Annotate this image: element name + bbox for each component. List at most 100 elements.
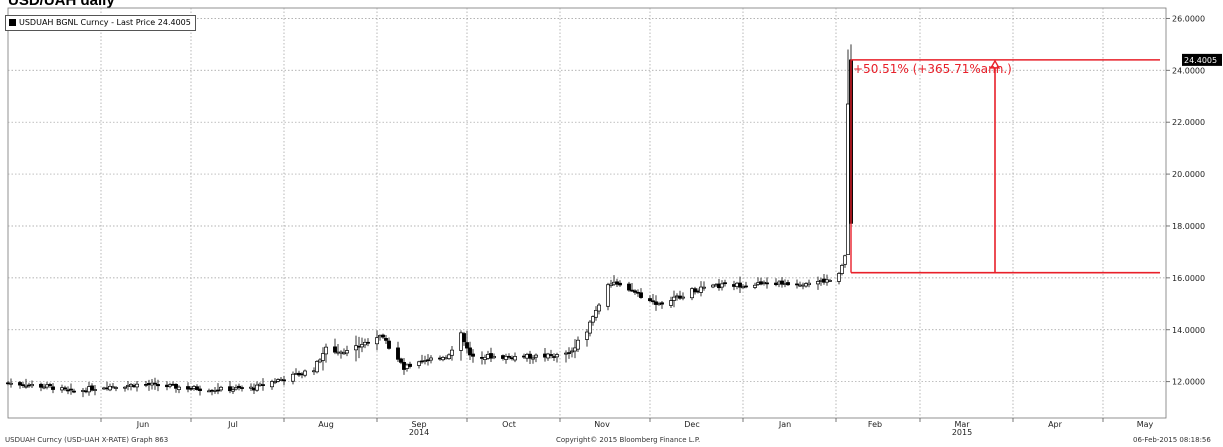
candle-body [216,389,220,392]
x-year-label: 2015 [952,428,972,437]
candle [720,280,724,291]
candle-body [30,384,34,387]
candle [531,355,535,364]
candle [633,289,637,295]
candle [318,358,322,364]
candle-body [651,300,655,303]
candle-body [42,386,46,389]
y-tick-label: 20.0000 [1172,170,1205,179]
axes: 12.0000 14.0000 16.0000 18.0000 20.0000 22.00… [100,14,1222,437]
candle [339,350,343,359]
candle-body [468,347,472,356]
legend-swatch [9,19,16,26]
candle-body [795,283,799,286]
candle [282,376,286,386]
candle [93,384,97,396]
candle [228,380,232,394]
candle [396,341,400,362]
candle-body [219,386,223,391]
x-tick-label: Nov [594,420,610,429]
footer-copyright: Copyright© 2015 Bloomberg Finance L.P. [556,436,701,444]
candle-body [228,386,232,392]
candle [231,385,235,394]
candle-body [195,386,199,390]
candle-body [744,285,748,288]
x-tick-label: May [1137,420,1154,429]
candle [546,352,550,361]
x-tick-label: Mar [954,420,970,429]
candle-body [528,353,532,359]
candle [387,337,391,350]
candle-body [396,347,400,360]
candle-body [375,337,379,345]
candle-body [585,331,589,340]
candle [234,384,238,391]
candle [759,277,763,286]
candle [555,352,559,363]
candle [123,386,127,392]
x-tick-label: Jan [778,420,791,429]
candle-body [63,387,67,390]
candle [822,273,826,285]
candle-body [840,265,844,274]
candle [840,263,844,276]
x-tick-label: Sep [411,420,426,429]
candle [249,383,253,392]
candle [174,383,178,393]
candle-body [303,370,307,376]
candle [609,279,613,288]
measure-annotation [850,59,1160,274]
y-tick-label: 12.0000 [1172,378,1205,387]
candle [417,360,421,369]
candle-body [765,282,769,285]
candle [618,280,622,287]
candle-body [654,301,658,305]
candle-body [273,381,277,384]
candle [261,378,265,391]
candle-body [381,334,385,338]
candle [237,383,241,391]
candle-body [231,389,235,392]
candle [135,381,139,392]
candle-body [594,309,598,318]
candle-body [660,302,664,305]
candle-body [114,387,118,389]
candle-body [417,361,421,366]
candle [690,287,694,301]
candle [528,350,532,364]
candle [780,277,784,288]
candle [468,341,472,361]
candle-body [699,286,703,293]
candle [273,378,277,385]
candle [786,279,790,286]
candle [678,290,682,300]
candle-body [807,282,811,286]
candle [366,338,370,347]
candle [627,281,631,292]
candle-body [447,354,451,359]
candle [399,357,403,365]
candle-body [48,384,52,387]
candle [615,278,619,287]
candle [462,331,466,346]
candle-body [429,357,433,361]
candle [51,383,55,394]
candle-body [618,282,622,286]
candle [156,379,160,392]
candle [195,384,199,391]
y-tick-label: 24.0000 [1172,66,1205,75]
candle [570,347,574,358]
candle-body [780,280,784,285]
candle [672,290,676,308]
candle-body [693,288,697,293]
candle [69,383,73,395]
candle [342,348,346,355]
candle-body [345,350,349,354]
x-tick-label: Feb [868,420,882,429]
candle-body [360,344,364,348]
plot-frame [7,7,1167,419]
y-tick-label: 26.0000 [1172,14,1205,23]
candle-body [465,342,469,349]
candles [6,44,853,398]
footer-timestamp: 06-Feb-2015 08:18:56 [1133,436,1211,444]
